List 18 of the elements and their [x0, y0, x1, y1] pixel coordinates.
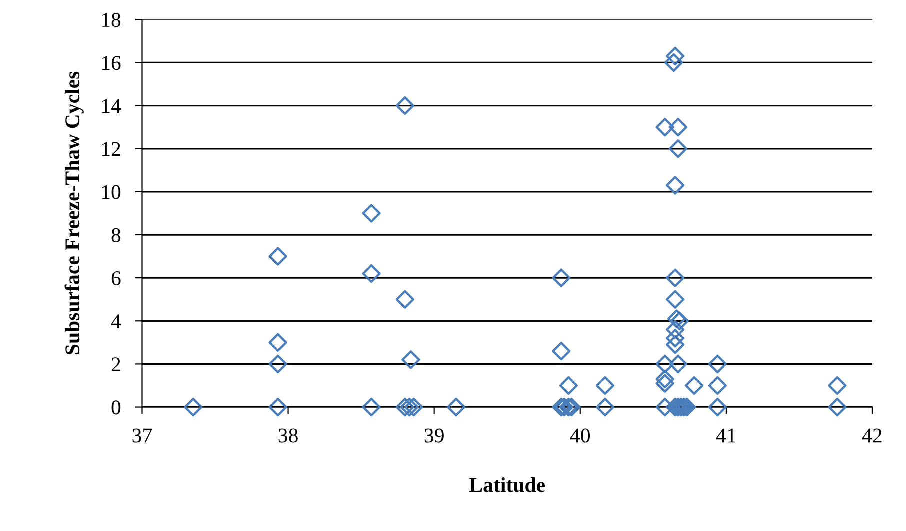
x-tick-label: 37	[132, 428, 152, 443]
y-tick-label: 16	[102, 56, 121, 70]
x-tick-label: 40	[570, 428, 590, 443]
y-tick-label: 18	[102, 13, 121, 28]
y-tick-label: 12	[102, 142, 120, 156]
y-tick-label: 0	[112, 400, 121, 415]
x-axis-title: Latitude	[470, 478, 546, 492]
y-tick-label: 6	[112, 272, 121, 286]
y-tick-label: 8	[112, 228, 121, 242]
x-tick-label: 41	[716, 428, 736, 443]
y-axis-title: Subsurface Freeze-Thaw Cycles	[64, 72, 84, 354]
x-tick-label: 42	[862, 428, 882, 443]
x-tick-label: 39	[424, 428, 444, 443]
y-tick-label: 14	[102, 99, 122, 114]
x-tick-label: 38	[278, 428, 298, 443]
y-tick-label: 4	[111, 314, 122, 328]
y-tick-label: 2	[112, 358, 120, 372]
y-tick-label: 10	[102, 185, 121, 200]
